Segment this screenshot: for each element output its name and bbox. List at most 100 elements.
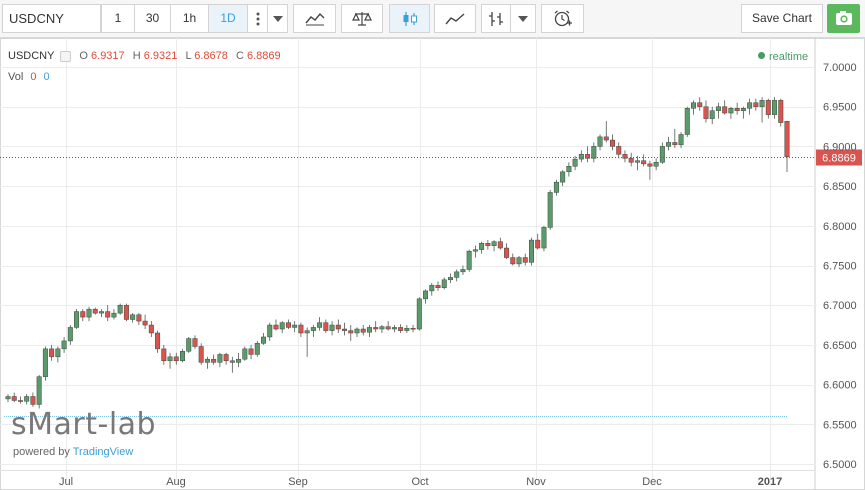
candle-body xyxy=(541,227,547,249)
candle-body xyxy=(198,346,204,363)
price-tick-label: 6.8000 xyxy=(823,221,857,233)
interval-1d-button[interactable]: 1D xyxy=(208,4,248,33)
candle xyxy=(198,343,204,365)
candle xyxy=(491,240,497,252)
candle-body xyxy=(622,154,628,159)
candle-body xyxy=(722,106,728,114)
candle xyxy=(55,346,61,363)
tradingview-link[interactable]: TradingView xyxy=(72,446,134,458)
legend-visibility-icon[interactable] xyxy=(60,50,72,62)
candle xyxy=(310,325,316,337)
candle-body xyxy=(105,311,111,318)
interval-30-button[interactable]: 30 xyxy=(134,4,171,33)
candle xyxy=(285,319,291,330)
candle xyxy=(647,160,653,180)
candle xyxy=(709,106,715,125)
caret-down-icon[interactable] xyxy=(267,4,288,33)
candle xyxy=(329,321,335,336)
time-tick-label: Sep xyxy=(288,476,308,488)
candle-body xyxy=(553,181,559,193)
vol-label: Vol xyxy=(8,71,24,83)
candle-body xyxy=(672,142,678,146)
candle xyxy=(634,155,640,171)
candle xyxy=(391,325,397,333)
candle-body xyxy=(111,312,117,318)
candle xyxy=(317,317,323,331)
price-tick-label: 6.7000 xyxy=(823,300,857,312)
candle xyxy=(616,142,622,159)
candle xyxy=(728,106,734,119)
candle-body xyxy=(329,324,335,331)
realtime-label: realtime xyxy=(769,51,809,63)
candle-body xyxy=(204,358,210,363)
candle-body xyxy=(591,146,597,159)
candle xyxy=(784,120,790,172)
status-dot-icon xyxy=(758,52,765,59)
candle xyxy=(117,303,123,315)
candle xyxy=(504,243,510,260)
candle xyxy=(49,344,55,361)
candle-body xyxy=(516,257,522,265)
candle-body xyxy=(510,257,516,265)
candle-body xyxy=(653,162,659,167)
more-vert-icon[interactable] xyxy=(247,4,268,33)
symbol-input[interactable]: USDCNY xyxy=(2,4,101,33)
candle xyxy=(30,392,36,407)
interval-1-button[interactable]: 1 xyxy=(101,4,135,33)
candle xyxy=(566,162,572,177)
camera-icon[interactable] xyxy=(827,4,860,33)
caret-down-icon[interactable] xyxy=(510,4,536,33)
candle xyxy=(211,354,217,365)
candle xyxy=(535,233,541,250)
candle-body xyxy=(267,324,273,338)
candle xyxy=(497,237,503,250)
candle xyxy=(772,97,778,119)
candle xyxy=(273,319,279,331)
candle xyxy=(454,269,460,282)
candle xyxy=(578,150,584,163)
price-tick-label: 6.9000 xyxy=(823,141,857,153)
symbol-legend: USDCNY O 6.9317 H 6.9321 L 6.8678 C 6.88… xyxy=(8,50,281,62)
candle xyxy=(410,325,416,333)
candle xyxy=(610,134,615,151)
candle xyxy=(522,253,528,266)
candle-body xyxy=(522,257,528,263)
indicators-icon[interactable] xyxy=(293,4,336,33)
bars-icon[interactable] xyxy=(481,4,511,33)
candle xyxy=(460,265,466,276)
candle xyxy=(423,289,429,304)
area-icon[interactable] xyxy=(434,4,476,33)
interval-1h-button[interactable]: 1h xyxy=(170,4,209,33)
candle xyxy=(659,142,665,164)
candle-body xyxy=(423,290,429,300)
candle-body xyxy=(398,327,404,331)
candle xyxy=(67,325,73,345)
powered-by[interactable]: powered by TradingView xyxy=(13,446,133,458)
candle xyxy=(379,325,385,333)
save-chart-button[interactable]: Save Chart xyxy=(741,4,823,33)
close-label: C xyxy=(235,50,244,62)
candle xyxy=(684,106,690,137)
candle-body xyxy=(709,110,715,119)
candle xyxy=(585,146,591,163)
candle-body xyxy=(279,322,285,330)
candle-body xyxy=(691,102,697,109)
candle-body xyxy=(373,327,379,330)
chart-area[interactable]: 6.8869 7.0000 6.9500 6.9000 6.8500 6.8000 6.7… xyxy=(0,38,865,490)
candle-body xyxy=(142,320,148,326)
candle xyxy=(229,356,235,373)
candle xyxy=(236,352,242,368)
candle-body xyxy=(585,154,591,159)
candle xyxy=(485,240,491,250)
realtime-indicator: realtime xyxy=(758,51,808,63)
candle-body xyxy=(435,285,441,288)
candle-body xyxy=(74,311,80,328)
alert-icon[interactable] xyxy=(541,4,584,33)
candle-body xyxy=(429,285,435,292)
candle xyxy=(261,332,267,345)
candle-body xyxy=(261,336,267,344)
candle-body xyxy=(578,154,584,160)
candles-icon[interactable] xyxy=(389,4,430,33)
compare-icon[interactable] xyxy=(341,4,383,33)
candle xyxy=(86,306,92,322)
